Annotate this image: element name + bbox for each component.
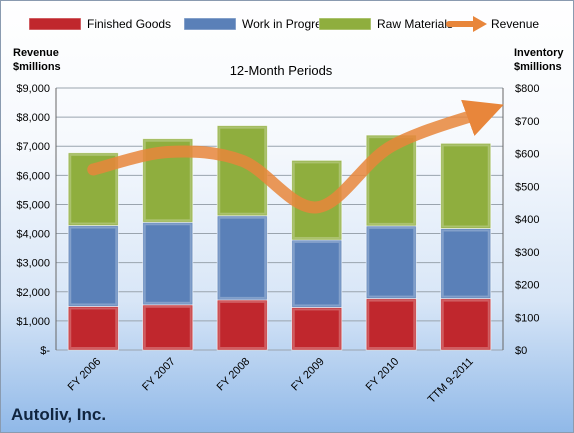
bar-highlight xyxy=(218,216,267,299)
bar-raw-materials xyxy=(440,142,492,229)
left-tick-label: $- xyxy=(40,345,50,357)
bar-work-in-progress xyxy=(67,225,119,307)
right-tick-label: $400 xyxy=(515,214,539,226)
bar-highlight xyxy=(69,307,118,350)
legend-swatch-work-in-progress xyxy=(183,17,237,31)
legend-arrow-revenue xyxy=(473,16,487,32)
company-name: Autoliv, Inc. xyxy=(11,405,107,424)
bar-work-in-progress xyxy=(440,227,492,300)
right-tick-label: $500 xyxy=(515,181,539,193)
chart-title: 12-Month Periods xyxy=(230,63,333,78)
right-tick-label: $200 xyxy=(515,280,539,292)
bar-highlight xyxy=(218,300,267,349)
plot-area: $- $1,000 $2,000 $3,000 $4,000 $5,000 $6,000 $7… xyxy=(16,83,539,406)
bar-highlight xyxy=(367,136,416,225)
left-axis-title-line2: $millions xyxy=(13,61,61,73)
bar-highlight xyxy=(292,240,341,307)
left-tick-label: $6,000 xyxy=(16,170,50,182)
left-tick-label: $4,000 xyxy=(16,229,50,241)
bar-highlight xyxy=(367,299,416,349)
legend-label-work-in-progress: Work in Progress xyxy=(242,17,334,31)
bar-highlight xyxy=(143,305,192,349)
legend-label-finished-goods: Finished Goods xyxy=(87,17,171,31)
revenue-line xyxy=(87,99,504,214)
left-tick-label: $5,000 xyxy=(16,199,50,211)
bar-finished-goods xyxy=(291,306,343,351)
right-tick-label: $800 xyxy=(515,83,539,95)
left-tick-label: $9,000 xyxy=(16,83,50,95)
x-tick-label: FY 2007 xyxy=(140,356,178,394)
x-tick-label: TTM 9-2011 xyxy=(426,356,476,406)
legend-swatch-raw-materials xyxy=(318,17,372,31)
bar-finished-goods xyxy=(440,298,492,351)
right-tick-label: $100 xyxy=(515,312,539,324)
bar-work-in-progress xyxy=(142,221,194,306)
bar-highlight xyxy=(292,308,341,349)
right-tick-label: $0 xyxy=(515,345,527,357)
bar-highlight xyxy=(143,139,192,222)
left-tick-label: $7,000 xyxy=(16,141,50,153)
bar-highlight xyxy=(143,223,192,304)
left-tick-label: $2,000 xyxy=(16,287,50,299)
bar-finished-goods xyxy=(67,305,119,351)
bar-work-in-progress xyxy=(291,239,343,308)
legend-label-revenue: Revenue xyxy=(491,17,539,31)
x-tick-label: FY 2006 xyxy=(66,356,104,394)
left-axis-title-line1: Revenue xyxy=(13,47,59,59)
legend-label-raw-materials: Raw Materials xyxy=(377,17,453,31)
legend: Finished Goods Work in Progress Raw Materi… xyxy=(28,16,539,32)
bar-finished-goods xyxy=(216,299,268,351)
right-tick-label: $600 xyxy=(515,149,539,161)
bar-highlight xyxy=(441,299,490,349)
x-tick-label: FY 2010 xyxy=(364,356,402,394)
bar-finished-goods xyxy=(142,304,194,351)
bar-highlight xyxy=(367,226,416,298)
bar-work-in-progress xyxy=(216,215,268,301)
right-tick-label: $300 xyxy=(515,247,539,259)
right-axis-title-line2: $millions xyxy=(514,61,562,73)
bar-highlight xyxy=(441,144,490,228)
x-tick-label: FY 2008 xyxy=(215,356,253,394)
bar-highlight xyxy=(69,153,118,225)
bar-highlight xyxy=(441,229,490,298)
left-tick-label: $1,000 xyxy=(16,316,50,328)
bar-finished-goods xyxy=(365,298,417,351)
bar-highlight xyxy=(69,226,118,306)
right-axis-title-line1: Inventory xyxy=(514,47,564,59)
legend-swatch-finished-goods xyxy=(28,17,82,31)
x-tick-label: FY 2009 xyxy=(289,356,327,394)
bar-work-in-progress xyxy=(365,225,417,300)
right-tick-label: $700 xyxy=(515,116,539,128)
left-tick-label: $3,000 xyxy=(16,258,50,270)
left-tick-label: $8,000 xyxy=(16,112,50,124)
